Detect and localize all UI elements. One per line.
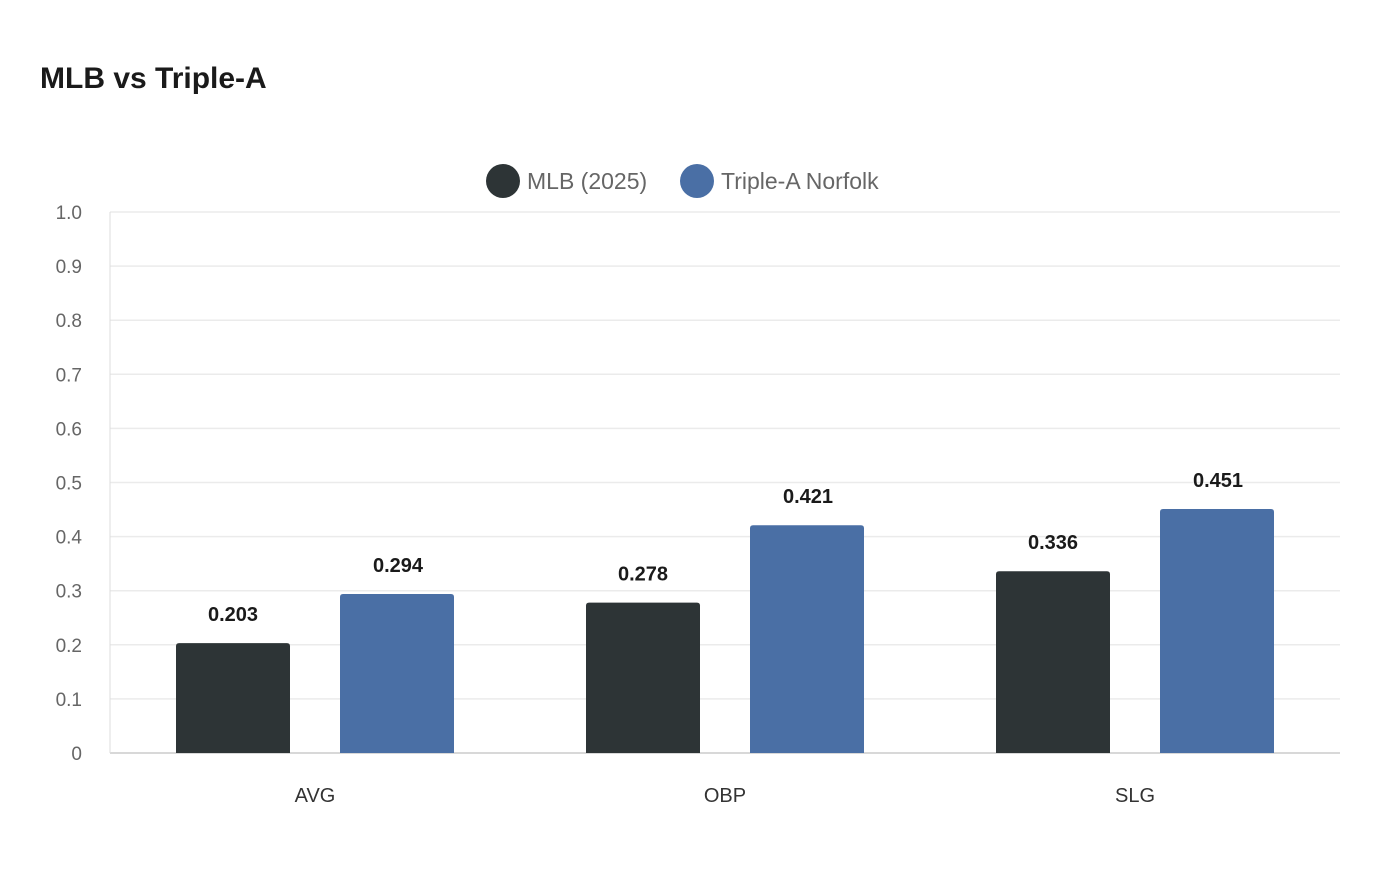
data-label: 0.336 — [1028, 532, 1078, 554]
chart-title: MLB vs Triple-A — [40, 62, 267, 95]
y-tick-label: 0 — [71, 744, 82, 765]
x-tick-label: SLG — [1115, 785, 1155, 807]
legend-marker — [486, 164, 520, 198]
data-label: 0.294 — [373, 555, 424, 577]
y-tick-label: 0.9 — [56, 257, 82, 278]
x-tick-label: OBP — [704, 785, 746, 807]
bar-avg-triple-a — [340, 593, 454, 753]
data-label: 0.421 — [783, 486, 833, 508]
bar-obp-mlb — [586, 602, 700, 753]
legend-label: MLB (2025) — [527, 168, 647, 194]
y-tick-label: 0.5 — [56, 474, 82, 495]
y-tick-label: 0.4 — [56, 528, 83, 549]
y-tick-label: 0.2 — [56, 636, 82, 657]
y-tick-label: 0.8 — [56, 311, 82, 332]
y-tick-label: 1.0 — [56, 203, 82, 224]
bar-avg-mlb — [176, 643, 290, 753]
bar-slg-triple-a — [1160, 509, 1274, 753]
y-tick-label: 0.6 — [56, 419, 82, 440]
y-tick-label: 0.1 — [56, 690, 82, 711]
bar-slg-mlb — [996, 571, 1110, 753]
bar-obp-triple-a — [750, 525, 864, 753]
data-label: 0.451 — [1193, 470, 1243, 492]
data-label: 0.203 — [208, 604, 258, 626]
legend-marker — [680, 164, 714, 198]
x-tick-label: AVG — [295, 785, 336, 807]
legend-label: Triple-A Norfolk — [721, 168, 879, 194]
data-label: 0.278 — [618, 564, 668, 586]
y-tick-label: 0.7 — [56, 365, 82, 386]
y-tick-label: 0.3 — [56, 582, 82, 603]
